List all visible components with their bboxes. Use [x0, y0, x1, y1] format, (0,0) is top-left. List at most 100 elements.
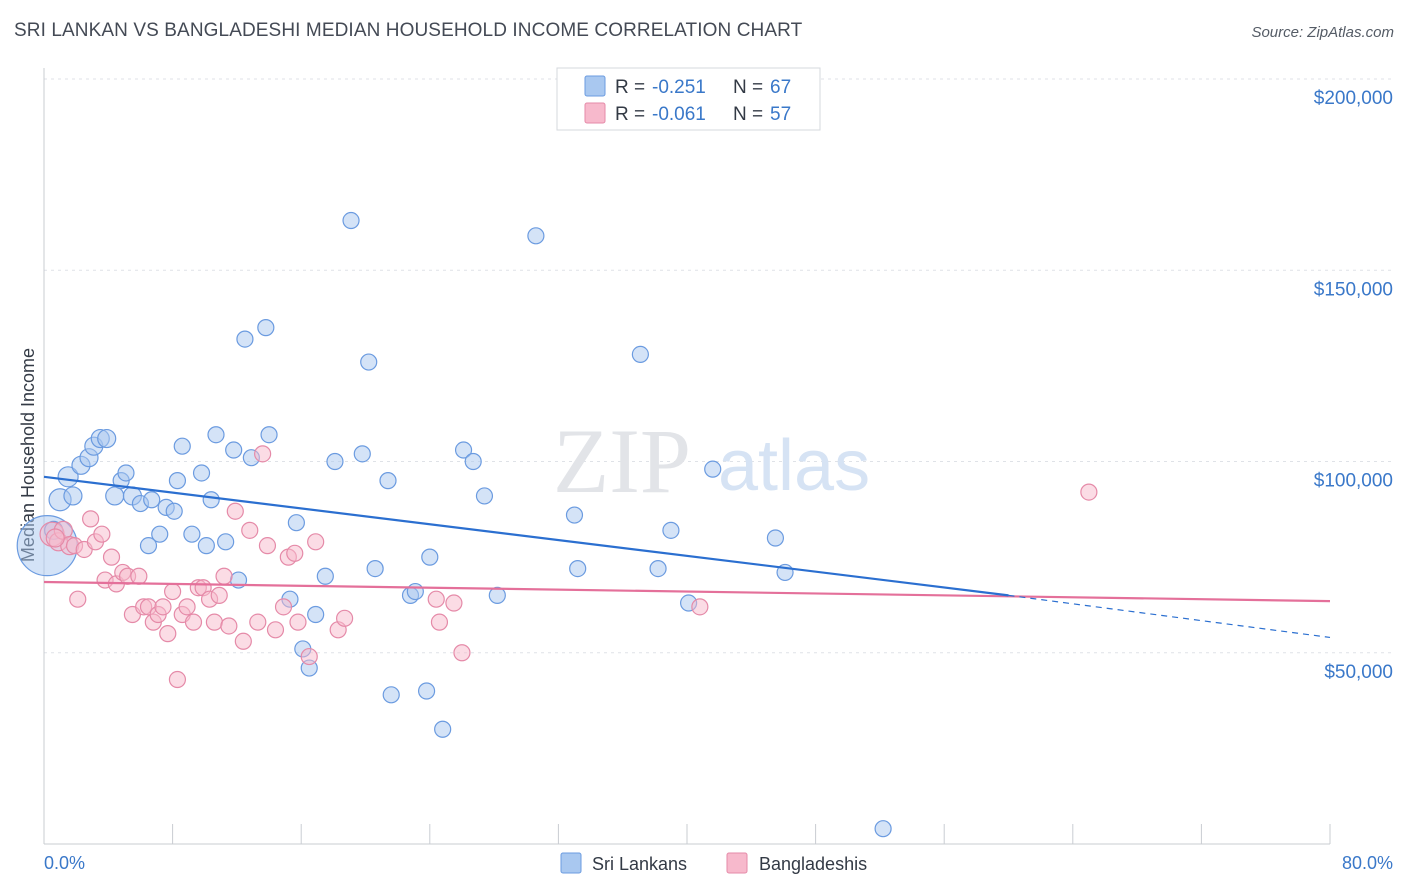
sri-lankan-point	[421, 548, 439, 566]
bangladeshi-point	[241, 521, 259, 539]
bangladeshi-point	[266, 621, 285, 639]
bangladeshi-point	[234, 632, 252, 650]
sri-lankan-point	[202, 491, 220, 509]
bangladeshi-point	[205, 613, 223, 631]
data-points	[16, 211, 1098, 838]
bangladeshi-point	[82, 510, 100, 528]
sri-lankan-point	[217, 533, 235, 551]
sri-lankan-point	[260, 426, 278, 444]
bangladeshi-point	[453, 644, 471, 662]
bangladeshi-point	[164, 582, 182, 601]
legend-bottom-label-bangladeshis: Bangladeshis	[759, 854, 867, 874]
legend-bottom-swatch-sri-lankans	[560, 852, 582, 874]
sri-lankan-point	[307, 605, 325, 624]
sri-lankan-point	[151, 525, 169, 543]
watermark-zip: ZIP	[553, 410, 691, 512]
sri-lankan-point	[569, 559, 587, 578]
legend-bottom-swatch-bangladeshis	[726, 852, 748, 874]
sri-lankan-point	[105, 486, 125, 506]
bangladeshi-point	[691, 598, 709, 616]
grid-lines	[44, 78, 1393, 654]
bangladeshi-point	[154, 598, 172, 616]
sri-lankan-point	[662, 521, 680, 539]
y-tick-label: $50,000	[1324, 662, 1393, 683]
sri-lankan-point	[366, 559, 384, 578]
sri-lankan-point	[316, 567, 334, 585]
legend-n-label-1: N =	[733, 104, 768, 125]
sri-lankan-point	[417, 682, 436, 700]
correlation-legend: R = -0.251 N = 67 R = -0.061 N = 57	[556, 67, 821, 131]
bangladeshi-point	[215, 567, 233, 585]
sri-lankan-point	[565, 506, 584, 524]
bangladeshi-point	[93, 525, 111, 543]
watermark-atlas: atlas	[718, 426, 870, 506]
sri-lankan-point	[360, 353, 378, 371]
legend-n-value-0: 67	[770, 77, 791, 98]
bangladeshi-point	[210, 586, 228, 604]
sri-lankan-point	[488, 586, 506, 604]
sri-lankan-point	[97, 428, 117, 449]
sri-lankan-point	[165, 502, 183, 520]
sri-lankan-trend-line	[43, 475, 1009, 597]
bangladeshi-point	[430, 613, 449, 631]
sri-lankan-point	[183, 525, 201, 543]
sri-lankan-point	[406, 582, 424, 601]
watermark: ZIP atlas	[553, 410, 870, 512]
bangladeshi-point	[300, 647, 318, 666]
chart-title: SRI LANKAN VS BANGLADESHI MEDIAN HOUSEHO…	[14, 20, 803, 41]
sri-lankan-point	[353, 445, 371, 463]
sri-lankan-point	[225, 441, 243, 459]
sri-lankan-point	[342, 211, 360, 230]
sri-lankan-point	[287, 514, 305, 532]
bangladeshi-point	[258, 537, 277, 555]
sri-lankan-point	[434, 720, 452, 738]
sri-lankan-point	[454, 441, 473, 459]
y-tick-label: $200,000	[1314, 88, 1393, 109]
bangladeshi-point	[184, 613, 203, 631]
legend-swatch-sri-lankans	[584, 75, 606, 97]
bangladeshi-point	[159, 625, 177, 643]
bangladeshi-point	[130, 567, 148, 585]
sri-lankan-point	[143, 491, 161, 509]
bangladeshi-point	[286, 544, 304, 562]
legend-r-value-0: -0.251	[652, 77, 706, 98]
y-tick-label: $100,000	[1314, 471, 1393, 492]
sri-lankan-point	[874, 820, 892, 838]
sri-lankan-point	[168, 472, 187, 490]
sri-lankan-point	[192, 464, 211, 482]
bangladeshi-point	[69, 590, 87, 608]
bangladeshi-point	[336, 609, 354, 627]
bangladeshi-point	[168, 670, 187, 689]
sri-lankan-point	[197, 537, 215, 555]
bangladeshi-point	[274, 598, 293, 616]
bangladeshi-point	[1080, 483, 1098, 501]
y-tick-labels: $50,000 $100,000 $150,000 $200,000	[1314, 88, 1393, 683]
legend-r-value-1: -0.061	[652, 104, 706, 125]
x-tick-label-max: 80.0%	[1342, 853, 1393, 873]
sri-lankan-point	[139, 537, 158, 555]
sri-lankan-point	[379, 472, 397, 490]
sri-lankan-point	[207, 426, 225, 444]
sri-lankan-point	[649, 559, 667, 578]
legend-bottom-label-sri-lankans: Sri Lankans	[592, 854, 687, 874]
bangladeshi-point	[102, 548, 121, 566]
trend-lines	[43, 475, 1331, 639]
bangladeshi-point	[249, 613, 267, 631]
sri-lankan-point	[464, 452, 482, 471]
bangladeshi-point	[178, 598, 196, 616]
bangladeshi-point	[220, 617, 238, 635]
source-credit: Source: ZipAtlas.com	[1251, 24, 1394, 41]
sri-lankan-trend-extension	[1008, 594, 1331, 639]
legend-r-label-1: R =	[615, 104, 650, 125]
bangladeshi-point	[307, 533, 325, 551]
sri-lankan-point	[63, 486, 83, 506]
y-axis-label: Median Household Income	[18, 348, 38, 562]
bangladeshi-point	[254, 445, 272, 463]
sri-lankan-point	[382, 686, 400, 704]
sri-lankan-point	[475, 487, 494, 505]
sri-lankan-point	[236, 330, 254, 348]
bangladeshi-point	[445, 594, 463, 612]
series-legend: Sri Lankans Bangladeshis	[560, 852, 867, 874]
sri-lankan-point	[631, 345, 649, 363]
